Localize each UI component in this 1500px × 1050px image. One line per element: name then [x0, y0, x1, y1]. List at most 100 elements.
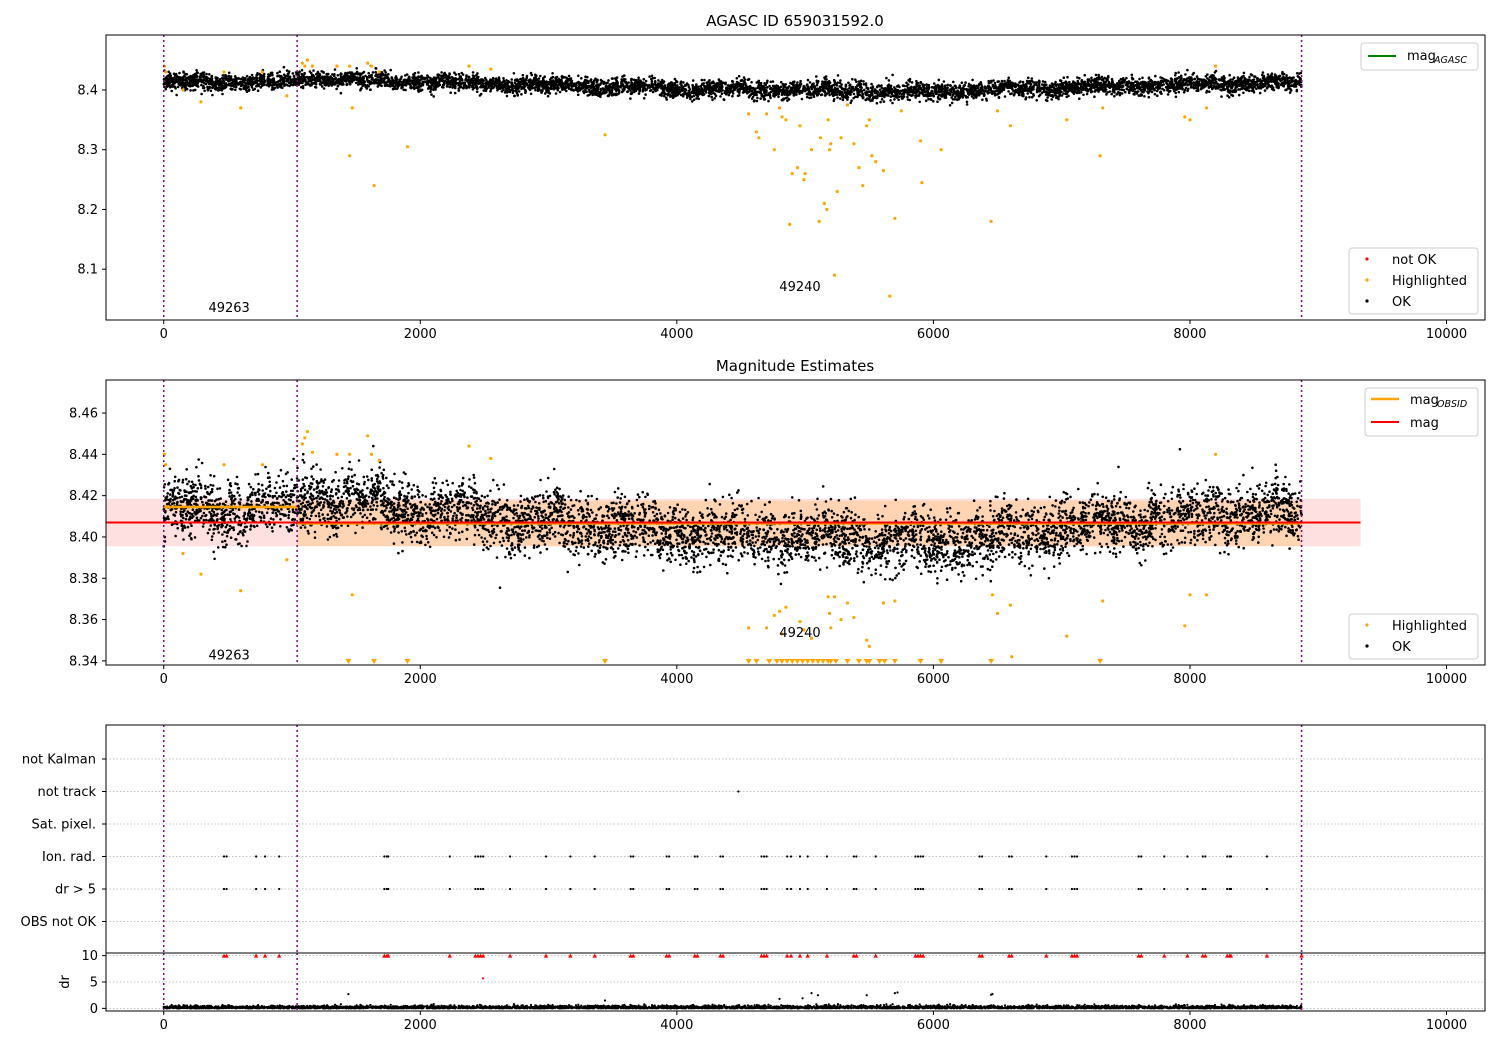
- ok-point: [221, 87, 225, 90]
- ok-point: [854, 78, 857, 81]
- ok-point: [861, 93, 865, 96]
- ok-point: [387, 73, 390, 76]
- ok-point: [836, 96, 839, 99]
- ok-point: [850, 99, 853, 102]
- ok-point: [174, 87, 177, 90]
- ok-point: [908, 77, 912, 81]
- ok-point: [700, 87, 704, 90]
- ok-point: [479, 92, 483, 96]
- ok-point: [1050, 98, 1053, 101]
- ok-point: [471, 87, 475, 91]
- ok-point: [408, 82, 412, 86]
- ok-point: [930, 86, 934, 89]
- ok-point: [1258, 91, 1262, 95]
- ok-point: [637, 76, 640, 79]
- ok-point: [1208, 90, 1211, 93]
- ok-point: [1007, 90, 1010, 93]
- ok-point: [1076, 76, 1079, 79]
- ok-point: [781, 82, 785, 86]
- ok-point: [663, 84, 666, 87]
- ok-point: [954, 95, 957, 99]
- ok-point: [936, 100, 939, 103]
- ok-point: [179, 76, 182, 79]
- ok-point: [682, 81, 685, 84]
- ok-point: [422, 76, 426, 80]
- ok-point: [878, 88, 882, 92]
- ok-point: [789, 81, 792, 85]
- ok-point: [1090, 79, 1093, 83]
- ok-point: [496, 88, 499, 92]
- ok-point: [719, 95, 722, 98]
- ok-point: [323, 78, 327, 82]
- ok-point: [610, 93, 614, 96]
- ok-point: [246, 82, 250, 85]
- ok-point: [1177, 90, 1181, 94]
- ok-point: [1262, 85, 1265, 89]
- ok-point: [367, 71, 371, 75]
- ok-point: [534, 73, 537, 77]
- ok-point: [755, 99, 759, 103]
- ok-point: [1105, 93, 1108, 96]
- ok-point: [648, 75, 651, 78]
- ok-point: [620, 78, 623, 81]
- ok-point: [839, 79, 842, 82]
- ok-point: [269, 71, 273, 75]
- ok-point: [915, 79, 918, 83]
- ok-point: [483, 86, 487, 89]
- ok-point: [205, 72, 208, 76]
- ok-point: [1080, 80, 1083, 83]
- ok-point: [372, 78, 375, 82]
- ok-point: [799, 79, 802, 83]
- ok-point: [937, 78, 941, 82]
- ok-point: [602, 80, 606, 84]
- ok-point: [1030, 95, 1034, 99]
- ok-point: [323, 75, 326, 79]
- ok-point: [836, 81, 839, 84]
- ok-point: [619, 84, 623, 88]
- ok-point: [1001, 85, 1005, 88]
- ok-point: [769, 87, 773, 91]
- ok-point: [343, 79, 347, 82]
- ok-point: [918, 100, 921, 104]
- ok-point: [608, 93, 611, 96]
- ok-point: [786, 99, 789, 102]
- ok-point: [1281, 78, 1284, 81]
- ok-point: [558, 90, 562, 94]
- ok-point: [642, 97, 646, 100]
- ok-point: [1117, 85, 1120, 88]
- ok-point: [665, 98, 668, 101]
- ok-point: [240, 83, 244, 86]
- ok-point: [1225, 85, 1229, 89]
- ok-point: [1268, 84, 1271, 88]
- ok-point: [341, 76, 344, 79]
- ok-point: [283, 80, 286, 83]
- ok-point: [748, 89, 752, 92]
- ok-point: [868, 98, 871, 101]
- ok-point: [420, 83, 424, 86]
- ok-point: [1060, 94, 1064, 97]
- ok-point: [990, 92, 994, 95]
- ok-point: [570, 87, 573, 91]
- ok-point: [815, 75, 818, 78]
- ok-point: [171, 85, 174, 88]
- ok-point: [557, 77, 561, 81]
- ok-point: [336, 74, 340, 77]
- ok-point: [600, 80, 604, 84]
- ok-point: [521, 73, 525, 77]
- ok-point: [1062, 76, 1066, 79]
- agasc-panel: AGASC ID 659031592.0 0 2000 4000 6000 8000 10…: [77, 12, 1486, 342]
- ok-point: [841, 98, 845, 102]
- ok-point: [1003, 79, 1006, 83]
- ok-point: [517, 90, 521, 93]
- ok-point: [650, 74, 654, 78]
- ok-point: [432, 95, 436, 98]
- ok-point: [815, 79, 819, 83]
- ok-point: [565, 89, 568, 93]
- ok-point: [843, 89, 846, 93]
- ok-point: [1071, 81, 1075, 85]
- ok-point: [878, 85, 882, 88]
- ok-point: [1118, 93, 1122, 97]
- ok-point: [948, 84, 952, 87]
- ok-point: [859, 82, 863, 86]
- ok-point: [736, 94, 740, 98]
